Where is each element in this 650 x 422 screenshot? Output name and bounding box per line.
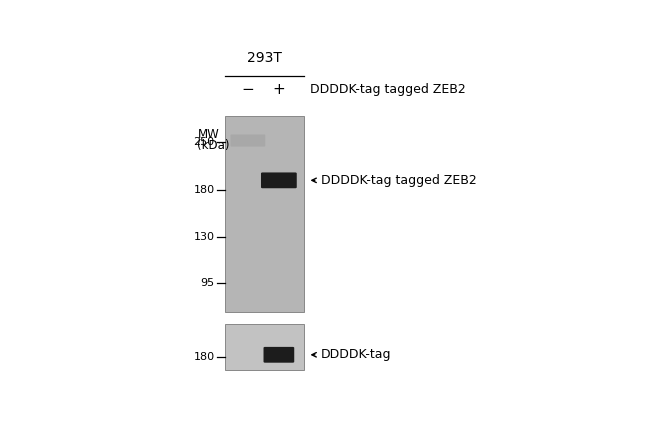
Text: +: +	[272, 81, 285, 97]
Text: DDDDK-tag: DDDDK-tag	[320, 348, 391, 361]
Bar	[225, 324, 304, 370]
Text: DDDDK-tag tagged ZEB2: DDDDK-tag tagged ZEB2	[320, 174, 476, 187]
FancyBboxPatch shape	[231, 135, 265, 146]
Text: (kDa): (kDa)	[198, 139, 230, 152]
Text: 95: 95	[200, 279, 214, 288]
Bar	[225, 116, 304, 312]
FancyBboxPatch shape	[263, 347, 294, 362]
Text: 180: 180	[194, 185, 214, 195]
Text: 293T: 293T	[247, 51, 281, 65]
Text: 250: 250	[194, 137, 214, 147]
Text: DDDDK-tag tagged ZEB2: DDDDK-tag tagged ZEB2	[310, 83, 465, 96]
FancyBboxPatch shape	[261, 173, 297, 188]
Text: −: −	[242, 81, 254, 97]
Text: MW: MW	[198, 127, 219, 141]
Text: 130: 130	[194, 233, 214, 243]
Text: 180: 180	[194, 352, 214, 362]
